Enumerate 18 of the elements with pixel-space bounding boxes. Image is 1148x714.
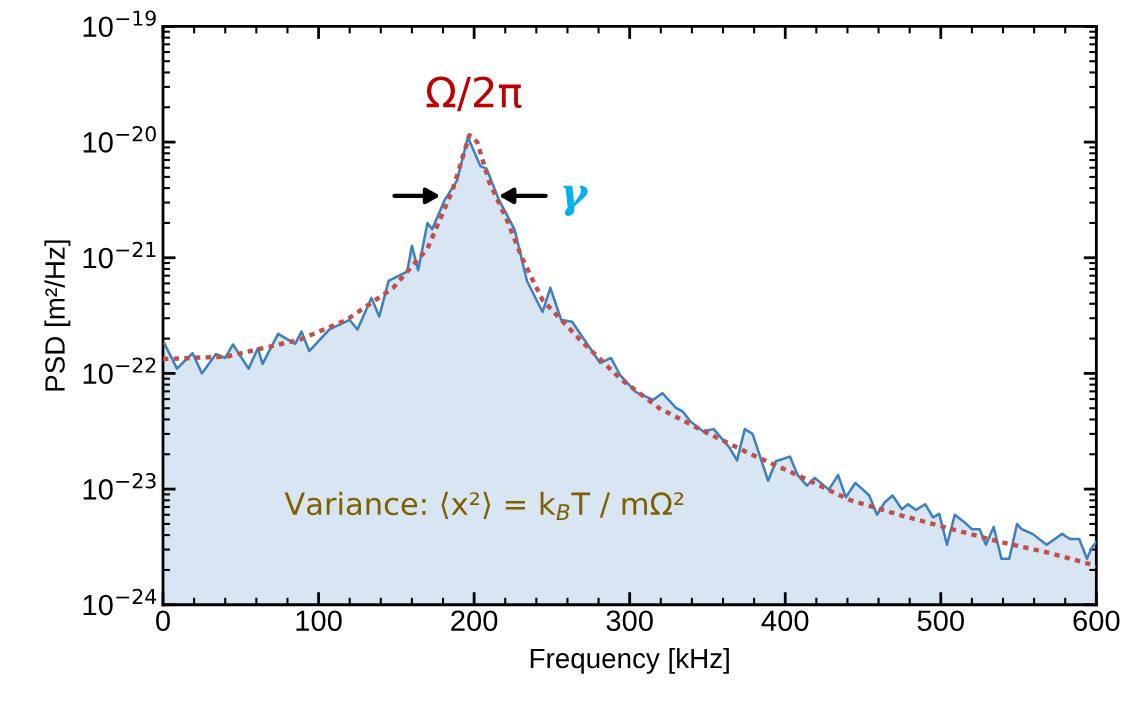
y-tick-label: 10$^{−23}$ (83, 473, 156, 500)
x-tick-label: 400 (761, 610, 809, 632)
y-tick-label: 10$^{−19}$ (83, 10, 156, 38)
x-axis-title: Frequency [kHz] (530, 647, 729, 674)
annotation: γ (563, 185, 588, 216)
y-tick-label: 10$^{−20}$ (83, 126, 156, 153)
y-tick-label: 10$^{−21}$ (83, 241, 156, 269)
annotation: Ω/2π (426, 76, 522, 112)
x-tick-label: 600 (1073, 610, 1120, 632)
y-axis-title: PSD [m²/Hz] (44, 240, 71, 391)
x-tick-label: 0 (156, 610, 170, 632)
x-tick-label: 500 (917, 610, 964, 632)
x-tick-label: 100 (296, 610, 342, 632)
x-tick-label: 200 (451, 610, 498, 632)
annotation: Variance: ⟨x²⟩ = k$_{B}$T / mΩ² (284, 491, 684, 520)
x-tick-label: 300 (606, 610, 653, 632)
y-tick-label: 10$^{−24}$ (83, 588, 157, 616)
y-tick-label: 10$^{−22}$ (83, 357, 156, 385)
